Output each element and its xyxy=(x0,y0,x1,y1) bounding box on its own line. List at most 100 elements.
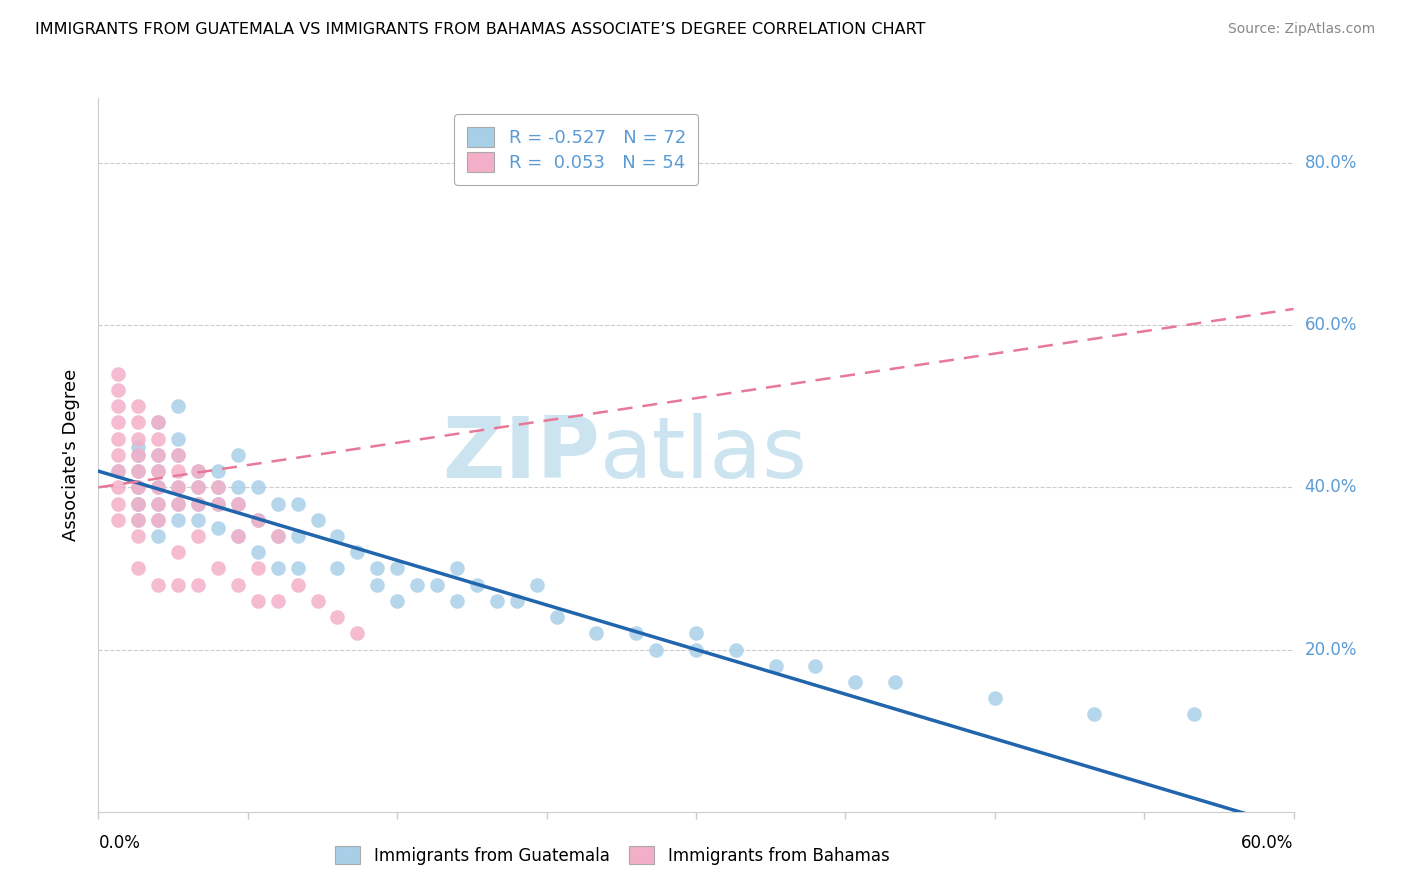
Point xyxy=(246,561,269,575)
Point xyxy=(148,513,170,527)
Point xyxy=(287,561,309,575)
Point xyxy=(127,497,149,511)
Text: IMMIGRANTS FROM GUATEMALA VS IMMIGRANTS FROM BAHAMAS ASSOCIATE’S DEGREE CORRELAT: IMMIGRANTS FROM GUATEMALA VS IMMIGRANTS … xyxy=(35,22,925,37)
Text: 20.0%: 20.0% xyxy=(1305,640,1357,658)
Point xyxy=(148,480,170,494)
Point xyxy=(148,464,170,478)
Point xyxy=(127,529,149,543)
Point xyxy=(167,480,190,494)
Text: 60.0%: 60.0% xyxy=(1305,316,1357,334)
Point xyxy=(148,513,170,527)
Point xyxy=(246,480,269,494)
Point xyxy=(307,513,329,527)
Point xyxy=(385,561,409,575)
Point xyxy=(287,577,309,591)
Point xyxy=(167,448,190,462)
Text: ZIP: ZIP xyxy=(443,413,600,497)
Point xyxy=(724,642,747,657)
Point xyxy=(207,464,229,478)
Point xyxy=(287,497,309,511)
Point xyxy=(546,610,568,624)
Point xyxy=(465,577,488,591)
Point xyxy=(267,497,290,511)
Point xyxy=(127,513,149,527)
Point xyxy=(1083,707,1105,722)
Point xyxy=(148,497,170,511)
Point xyxy=(267,529,290,543)
Point xyxy=(526,577,548,591)
Point xyxy=(107,367,129,381)
Point xyxy=(187,577,209,591)
Point xyxy=(127,480,149,494)
Point xyxy=(226,529,249,543)
Point xyxy=(107,399,129,413)
Point xyxy=(685,642,707,657)
Point xyxy=(246,594,269,608)
Point xyxy=(148,529,170,543)
Point xyxy=(426,577,449,591)
Point xyxy=(127,416,149,430)
Point xyxy=(207,561,229,575)
Point xyxy=(307,594,329,608)
Point xyxy=(446,594,468,608)
Point xyxy=(226,577,249,591)
Point xyxy=(207,480,229,494)
Point xyxy=(207,497,229,511)
Point xyxy=(287,529,309,543)
Point xyxy=(685,626,707,640)
Text: atlas: atlas xyxy=(600,413,808,497)
Point xyxy=(226,529,249,543)
Point xyxy=(366,561,388,575)
Point xyxy=(107,464,129,478)
Point xyxy=(765,658,787,673)
Point xyxy=(148,480,170,494)
Point xyxy=(326,610,349,624)
Point xyxy=(446,561,468,575)
Point xyxy=(107,464,129,478)
Point xyxy=(187,480,209,494)
Point xyxy=(226,497,249,511)
Point xyxy=(107,480,129,494)
Point xyxy=(167,497,190,511)
Point xyxy=(167,480,190,494)
Point xyxy=(804,658,827,673)
Point xyxy=(127,513,149,527)
Point xyxy=(148,432,170,446)
Point xyxy=(107,448,129,462)
Point xyxy=(148,416,170,430)
Point xyxy=(127,561,149,575)
Point xyxy=(844,675,866,690)
Point xyxy=(167,545,190,559)
Point xyxy=(148,464,170,478)
Point xyxy=(366,577,388,591)
Point xyxy=(226,480,249,494)
Point xyxy=(326,529,349,543)
Point xyxy=(107,513,129,527)
Point xyxy=(127,464,149,478)
Point xyxy=(385,594,409,608)
Point xyxy=(127,399,149,413)
Point xyxy=(326,561,349,575)
Point xyxy=(127,448,149,462)
Text: 80.0%: 80.0% xyxy=(1305,154,1357,172)
Point xyxy=(346,626,368,640)
Point xyxy=(267,594,290,608)
Point xyxy=(506,594,529,608)
Point xyxy=(167,497,190,511)
Point xyxy=(127,480,149,494)
Point xyxy=(406,577,429,591)
Point xyxy=(167,513,190,527)
Point xyxy=(207,521,229,535)
Point xyxy=(167,577,190,591)
Point xyxy=(246,545,269,559)
Point xyxy=(645,642,668,657)
Point xyxy=(127,448,149,462)
Point xyxy=(148,448,170,462)
Point xyxy=(167,399,190,413)
Point xyxy=(148,448,170,462)
Text: 60.0%: 60.0% xyxy=(1241,834,1294,852)
Point xyxy=(127,440,149,454)
Point xyxy=(187,464,209,478)
Point xyxy=(267,561,290,575)
Point xyxy=(107,432,129,446)
